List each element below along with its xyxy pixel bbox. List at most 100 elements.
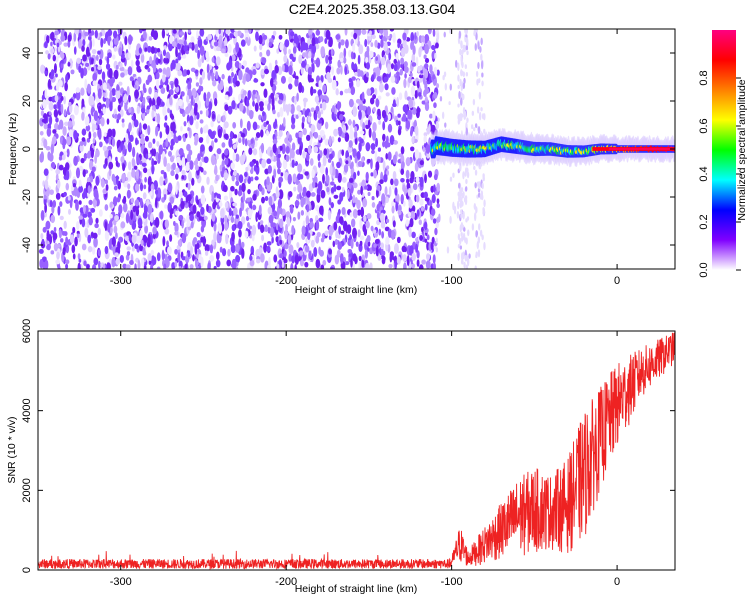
noise-speckle (289, 53, 294, 60)
noise-speckle (157, 58, 161, 64)
noise-speckle (350, 218, 356, 228)
noise-speckle (170, 170, 175, 177)
noise-speckle (404, 66, 409, 74)
noise-speckle (153, 180, 159, 191)
noise-speckle (153, 160, 158, 165)
noise-speckle (322, 95, 328, 101)
noise-speckle (199, 29, 205, 37)
colorbar-tick-label: 0.4 (698, 166, 710, 181)
noise-speckle (466, 171, 470, 179)
noise-speckle (142, 211, 148, 219)
noise-speckle (197, 232, 201, 238)
noise-speckle (187, 29, 191, 34)
noise-speckle (111, 87, 116, 96)
noise-speckle (367, 191, 371, 197)
noise-speckle (144, 47, 148, 52)
noise-speckle (317, 134, 322, 141)
noise-speckle (277, 111, 281, 118)
noise-speckle (329, 148, 333, 153)
noise-speckle (112, 54, 116, 60)
noise-speckle (47, 151, 51, 161)
noise-speckle (116, 84, 120, 92)
noise-speckle (192, 254, 195, 262)
noise-speckle (290, 31, 295, 37)
noise-speckle (74, 29, 79, 35)
noise-speckle (383, 173, 388, 183)
noise-speckle (359, 130, 365, 135)
noise-speckle (353, 63, 358, 71)
noise-speckle (235, 42, 240, 53)
noise-speckle (249, 255, 253, 261)
noise-speckle (392, 154, 397, 165)
noise-speckle (235, 214, 239, 219)
noise-speckle (407, 211, 412, 218)
noise-speckle (90, 95, 95, 106)
noise-speckle (361, 259, 365, 268)
noise-speckle (311, 44, 317, 54)
noise-speckle (474, 182, 477, 189)
noise-speckle (108, 168, 112, 177)
noise-speckle (319, 36, 324, 43)
noise-speckle (163, 45, 167, 51)
noise-speckle (304, 147, 309, 153)
noise-speckle (310, 124, 316, 134)
noise-speckle (395, 119, 399, 126)
noise-speckle (477, 249, 481, 258)
noise-speckle (70, 114, 75, 121)
noise-speckle (142, 192, 147, 200)
noise-speckle (163, 263, 167, 269)
noise-speckle (166, 162, 171, 172)
noise-speckle (211, 212, 216, 222)
noise-speckle (458, 182, 461, 189)
noise-speckle (234, 30, 238, 38)
noise-speckle (371, 34, 376, 40)
noise-speckle (464, 170, 467, 177)
noise-speckle (198, 216, 203, 221)
noise-speckle (391, 87, 396, 95)
noise-speckle (405, 219, 410, 227)
noise-speckle (186, 221, 191, 228)
noise-speckle (72, 183, 77, 188)
noise-speckle (410, 210, 416, 220)
noise-speckle (175, 46, 178, 58)
noise-speckle (320, 109, 324, 115)
noise-speckle (301, 225, 306, 236)
noise-speckle (394, 260, 397, 269)
noise-speckle (58, 228, 62, 239)
noise-speckle (316, 192, 321, 203)
noise-speckle (298, 131, 303, 138)
noise-speckle (40, 210, 45, 221)
noise-speckle (50, 69, 55, 78)
noise-speckle (156, 96, 161, 106)
noise-speckle (267, 206, 273, 215)
noise-speckle (234, 60, 240, 69)
noise-speckle (87, 84, 92, 94)
noise-speckle (205, 51, 209, 59)
noise-speckle (258, 204, 262, 216)
noise-speckle (284, 39, 290, 48)
noise-speckle (63, 109, 67, 117)
noise-speckle (473, 165, 476, 170)
noise-speckle (165, 102, 169, 107)
noise-speckle (326, 71, 331, 81)
noise-speckle (305, 153, 310, 162)
noise-speckle (307, 232, 311, 240)
noise-speckle (404, 246, 407, 253)
noise-speckle (120, 52, 125, 60)
noise-speckle (433, 184, 436, 193)
noise-speckle (111, 236, 116, 247)
noise-speckle (325, 167, 329, 176)
noise-speckle (177, 98, 183, 107)
noise-speckle (214, 97, 218, 107)
noise-speckle (308, 250, 312, 260)
noise-speckle (196, 30, 199, 39)
noise-speckle (406, 178, 410, 184)
noise-speckle (264, 168, 269, 175)
noise-speckle (80, 87, 85, 96)
noise-speckle (418, 47, 422, 58)
noise-speckle (104, 204, 109, 211)
noise-speckle (378, 228, 382, 236)
noise-speckle (166, 84, 170, 92)
noise-speckle (164, 219, 170, 229)
noise-speckle (194, 133, 199, 144)
